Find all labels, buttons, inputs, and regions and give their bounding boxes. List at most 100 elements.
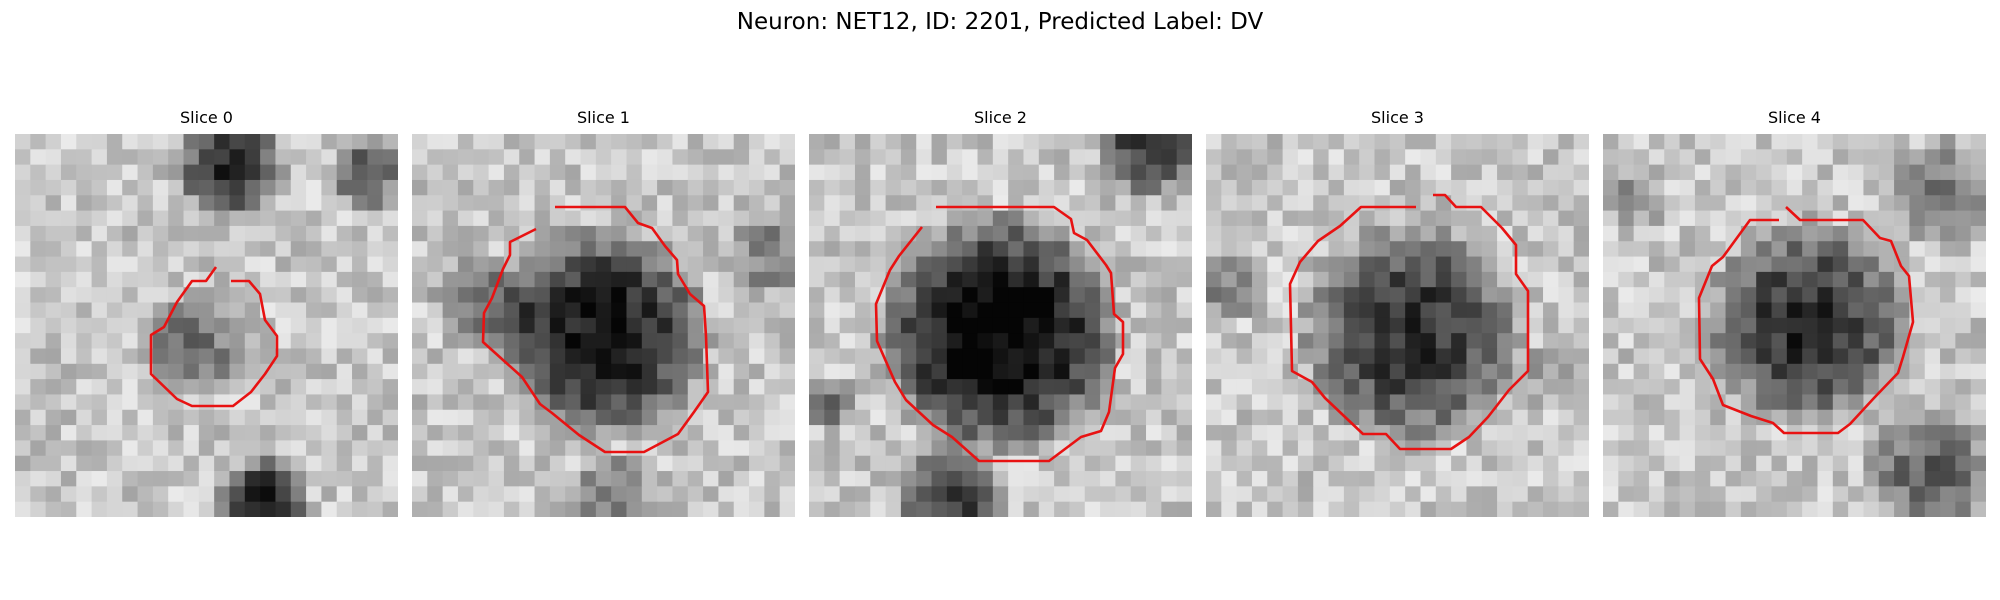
pixel-cell — [1069, 471, 1086, 487]
pixel-cell — [1236, 486, 1253, 503]
pixel-cell — [488, 425, 505, 441]
pixel-cell — [15, 486, 31, 503]
pixel-cell — [1313, 271, 1330, 288]
pixel-cell — [442, 333, 459, 349]
pixel-cell — [106, 164, 123, 181]
pixel-cell — [824, 179, 841, 196]
pixel-cell — [1848, 317, 1864, 334]
pixel-cell — [1405, 363, 1421, 380]
pixel-cell — [1328, 271, 1345, 288]
pixel-cell — [1130, 271, 1147, 288]
pixel-cell — [1251, 164, 1268, 181]
pixel-cell — [977, 379, 994, 395]
pixel-cell — [60, 271, 77, 288]
pixel-cell — [1618, 256, 1635, 273]
pixel-cell — [962, 455, 979, 472]
pixel-cell — [1512, 149, 1529, 166]
pixel-cell — [1512, 471, 1529, 487]
pixel-cell — [1267, 348, 1284, 365]
pixel-cell — [1115, 394, 1132, 411]
pixel-cell — [1328, 256, 1345, 273]
pixel-cell — [641, 425, 658, 441]
pixel-cell — [1251, 394, 1268, 411]
pixel-cell — [1389, 287, 1406, 304]
pixel-cell — [611, 179, 627, 196]
pixel-cell — [1786, 486, 1803, 503]
pixel-cell — [30, 210, 47, 227]
pixel-cell — [1481, 195, 1498, 212]
pixel-cell — [1725, 164, 1742, 181]
pixel-cell — [1802, 225, 1818, 242]
pixel-cell — [1236, 471, 1253, 487]
pixel-cell — [1817, 440, 1834, 457]
pixel-cell — [1206, 348, 1222, 365]
pixel-cell — [367, 195, 384, 212]
pixel-cell — [1313, 179, 1330, 196]
pixel-cell — [229, 486, 246, 503]
pixel-cell — [687, 486, 704, 503]
pixel-cell — [382, 486, 398, 503]
pixel-cell — [1023, 195, 1040, 212]
pixel-cell — [1023, 179, 1040, 196]
pixel-cell — [1771, 179, 1788, 196]
pixel-cell — [824, 455, 841, 472]
pixel-cell — [336, 241, 353, 258]
pixel-cell — [1054, 440, 1070, 457]
pixel-cell — [352, 486, 368, 503]
pixel-cell — [519, 394, 536, 411]
pixel-cell — [1435, 149, 1452, 166]
pixel-cell — [152, 363, 169, 380]
pixel-cell — [626, 440, 643, 457]
pixel-cell — [916, 271, 933, 288]
pixel-cell — [183, 409, 200, 426]
pixel-cell — [703, 210, 719, 227]
pixel-cell — [1710, 241, 1727, 258]
pixel-cell — [198, 363, 215, 380]
pixel-cell — [1740, 287, 1757, 304]
pixel-cell — [916, 302, 933, 319]
pixel-cell — [1543, 256, 1559, 273]
pixel-cell — [1161, 149, 1178, 166]
pixel-cell — [168, 409, 185, 426]
pixel-cell — [764, 164, 781, 181]
pixel-cell — [367, 179, 384, 196]
pixel-cell — [76, 241, 93, 258]
pixel-cell — [1206, 287, 1222, 304]
pixel-cell — [580, 379, 597, 395]
pixel-cell — [503, 317, 520, 334]
pixel-cell — [1420, 486, 1437, 503]
pixel-cell — [352, 164, 368, 181]
pixel-cell — [1008, 440, 1024, 457]
pixel-cell — [260, 225, 276, 242]
pixel-cell — [595, 149, 612, 166]
pixel-cell — [1648, 210, 1665, 227]
pixel-cell — [1313, 164, 1330, 181]
pixel-cell — [962, 149, 979, 166]
pixel-cell — [1267, 302, 1284, 319]
pixel-cell — [45, 210, 62, 227]
pixel-cell — [839, 363, 856, 380]
pixel-cell — [168, 195, 185, 212]
slice-panel-3: Slice 3 — [1206, 108, 1589, 517]
pixel-cell — [703, 455, 719, 472]
pixel-cell — [946, 455, 963, 472]
pixel-cell — [549, 394, 566, 411]
pixel-cell — [839, 440, 856, 457]
pixel-cell — [1848, 210, 1864, 227]
pixel-cell — [1648, 455, 1665, 472]
pixel-cell — [916, 425, 933, 441]
pixel-cell — [1664, 455, 1681, 472]
pixel-cell — [824, 225, 841, 242]
pixel-cell — [1466, 455, 1483, 472]
pixel-cell — [1115, 225, 1132, 242]
pixel-cell — [900, 225, 917, 242]
pixel-cell — [1710, 195, 1727, 212]
pixel-cell — [1313, 333, 1330, 349]
pixel-cell — [687, 256, 704, 273]
pixel-cell — [565, 287, 582, 304]
pixel-cell — [1236, 210, 1253, 227]
pixel-cell — [1481, 379, 1498, 395]
pixel-cell — [703, 149, 719, 166]
pixel-cell — [1206, 486, 1222, 503]
pixel-cell — [779, 179, 795, 196]
